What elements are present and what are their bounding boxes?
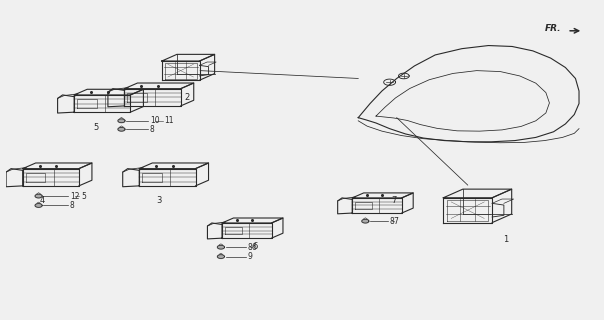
Text: 9: 9 — [248, 252, 252, 261]
Text: 10: 10 — [150, 116, 159, 125]
Text: 8: 8 — [248, 243, 252, 252]
Text: 8: 8 — [150, 125, 155, 134]
Text: 2: 2 — [184, 93, 189, 102]
Polygon shape — [217, 245, 225, 249]
Text: 6: 6 — [252, 242, 257, 251]
Text: 4: 4 — [40, 196, 45, 205]
Text: FR.: FR. — [545, 24, 561, 33]
Polygon shape — [118, 119, 125, 123]
Text: 7: 7 — [394, 217, 399, 226]
Text: 5: 5 — [81, 192, 86, 201]
Polygon shape — [362, 219, 369, 223]
Text: 8: 8 — [390, 217, 394, 226]
Text: 6: 6 — [252, 243, 257, 252]
Text: 5: 5 — [94, 123, 98, 132]
Polygon shape — [217, 255, 225, 259]
Text: 1: 1 — [504, 236, 509, 244]
Text: 11: 11 — [165, 116, 174, 125]
Polygon shape — [35, 194, 42, 198]
Text: 12: 12 — [70, 192, 80, 201]
Text: 7: 7 — [391, 196, 396, 205]
Polygon shape — [35, 204, 42, 207]
Text: 8: 8 — [70, 201, 75, 210]
Polygon shape — [118, 127, 125, 131]
Text: 3: 3 — [156, 196, 161, 205]
